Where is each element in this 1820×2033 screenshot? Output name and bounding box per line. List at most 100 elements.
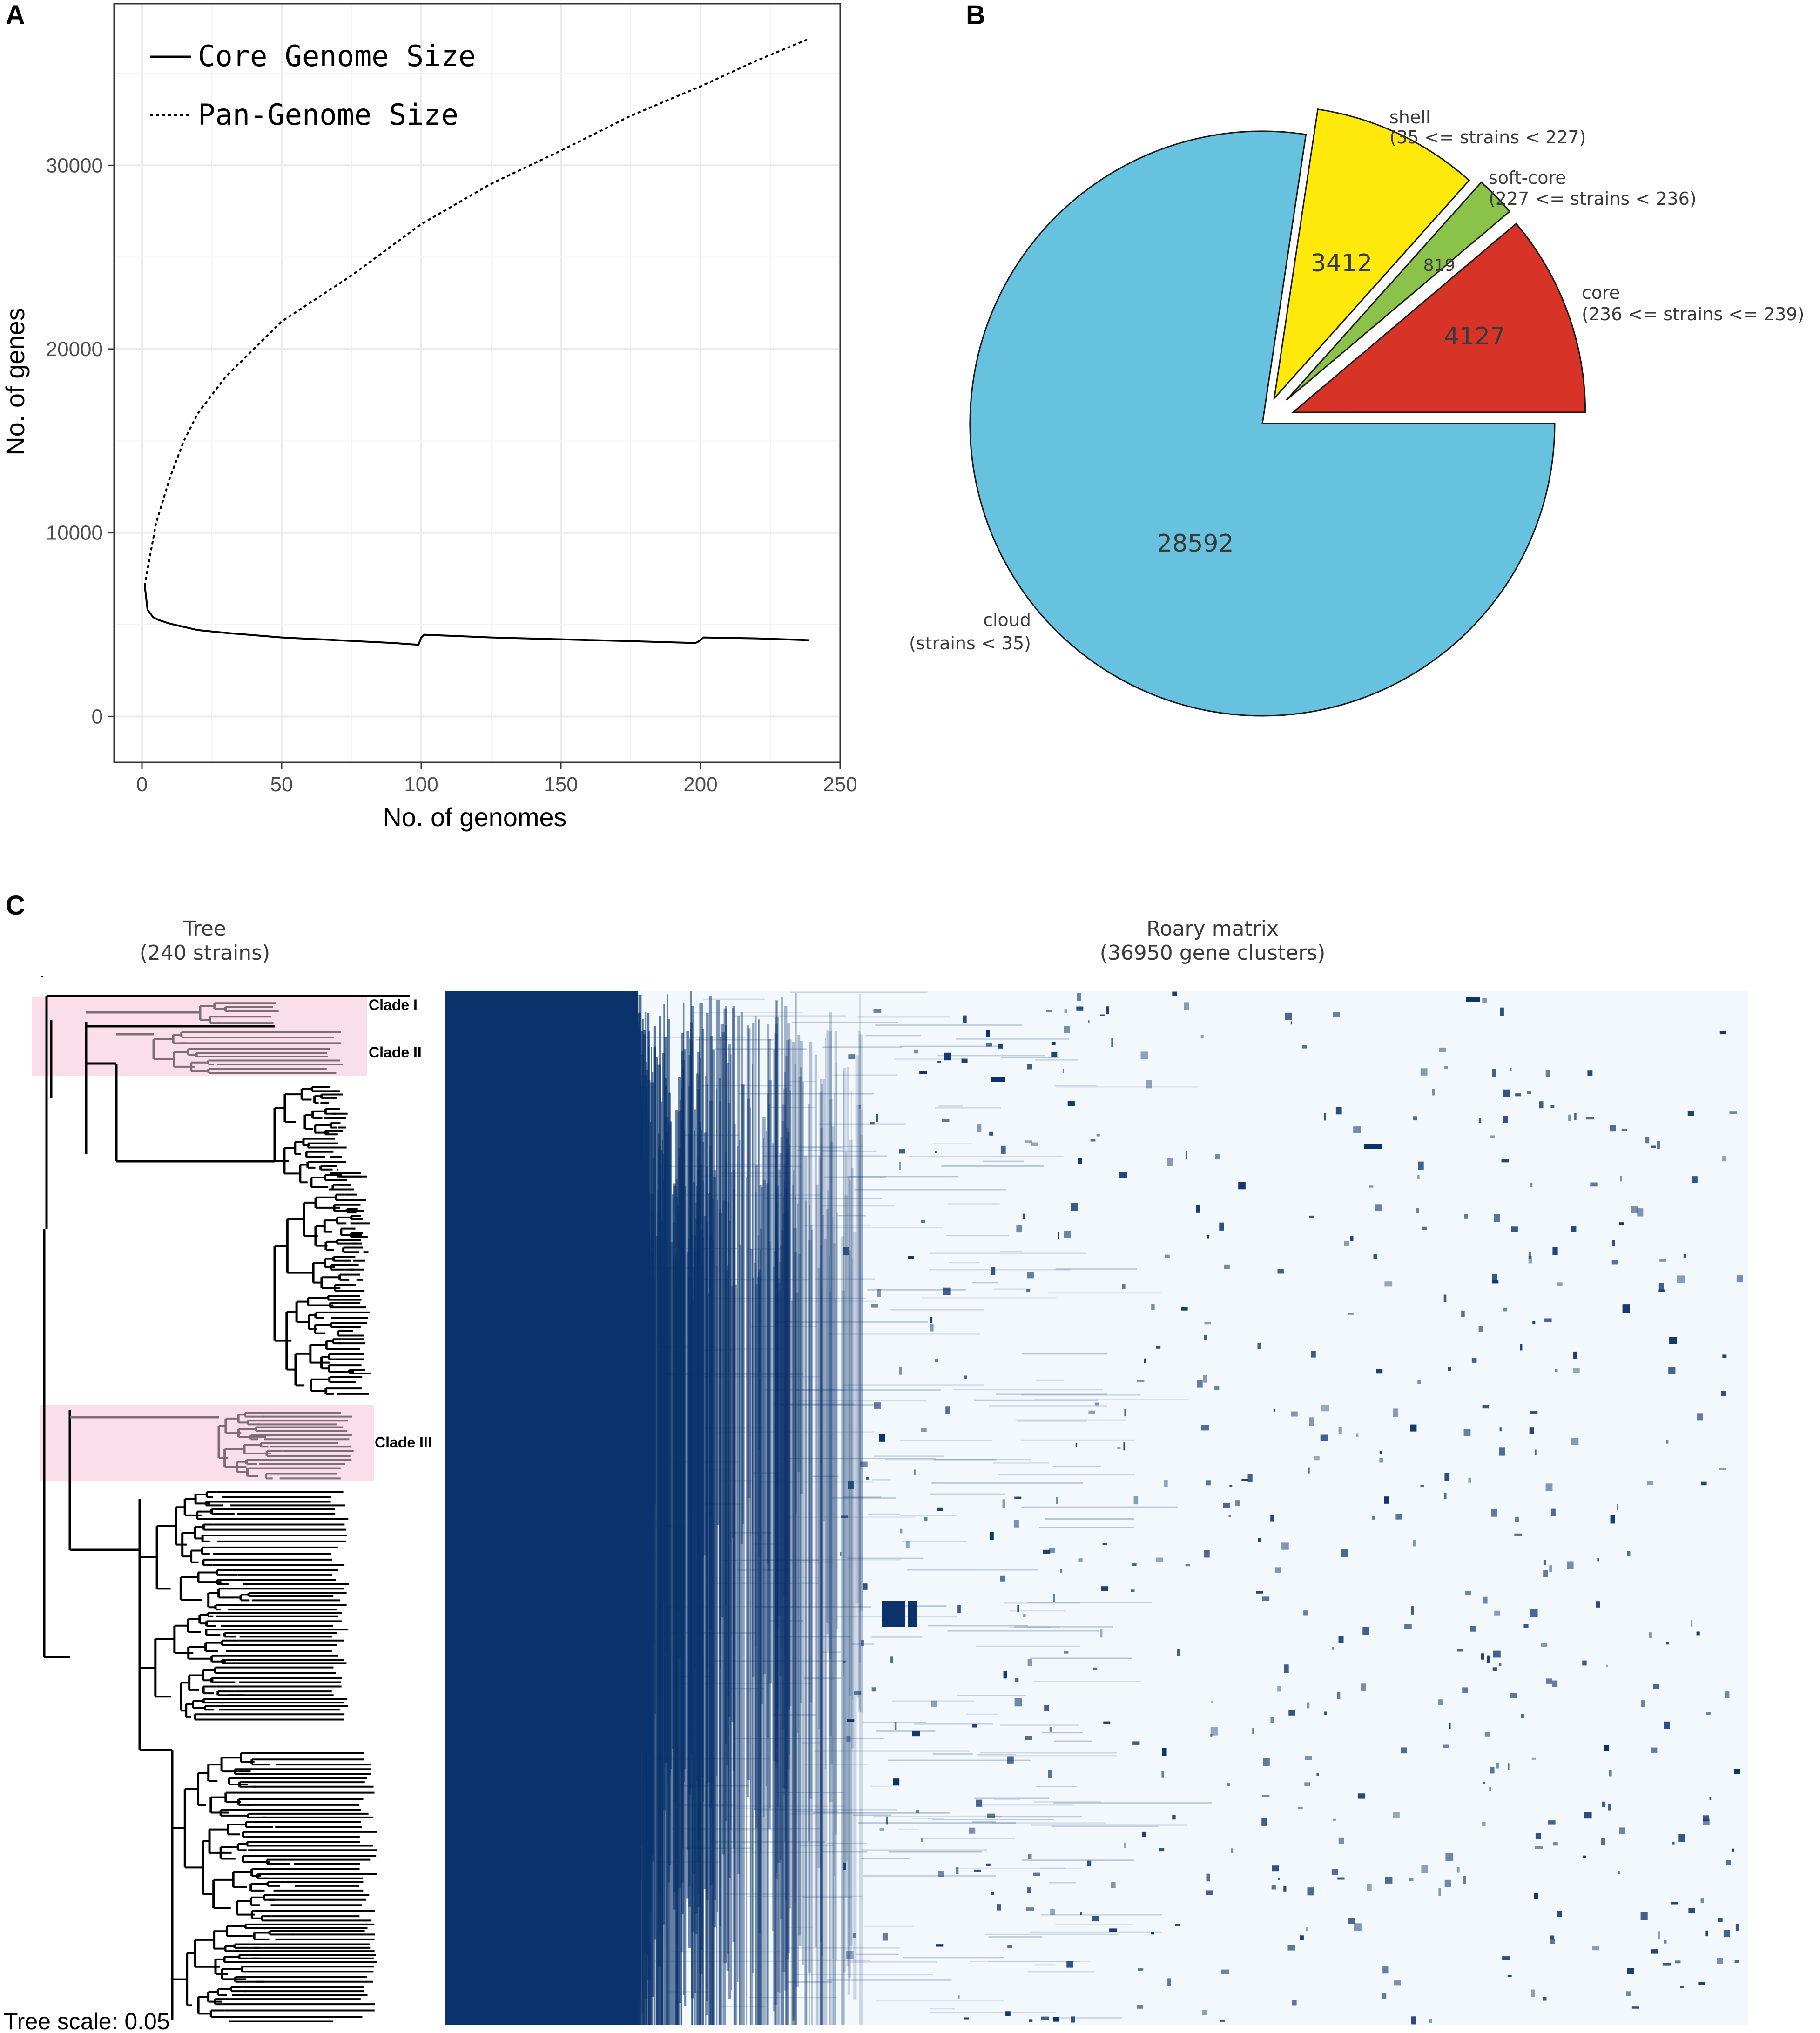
matrix-cell [1348,1918,1355,1924]
matrix-row-streak [787,1081,816,1083]
matrix-cell [876,1114,878,1122]
matrix-cell [1432,1089,1435,1096]
matrix-cell [1501,1159,1509,1163]
matrix-cell [1659,1259,1666,1262]
matrix-cell [905,1541,910,1549]
matrix-cell [1608,1804,1611,1811]
matrix-cell [894,1722,897,1730]
matrix-stripe [663,1004,665,2025]
matrix-row-streak [929,1252,1086,1254]
matrix-cell [1487,1655,1490,1663]
matrix-cell [1619,1827,1625,1834]
matrix-stripe [851,1090,852,1954]
matrix-cell [866,1477,869,1480]
matrix-cell [1499,1447,1505,1456]
matrix-row-streak [768,1620,803,1622]
matrix-cell [843,1661,846,1663]
matrix-row-streak [1004,1602,1080,1604]
matrix-stripe [773,1049,776,1761]
matrix-cell [1229,1485,1233,1487]
matrix-stripe [660,1221,663,2025]
matrix-stripe [797,1035,801,1472]
matrix-cell [1622,1304,1630,1313]
matrix-cell [1278,1877,1280,1880]
matrix-cell [1354,1923,1362,1931]
matrix-cell [1050,1908,1055,1915]
matrix-row-streak [694,1805,845,1807]
matrix-cell [1584,1812,1592,1819]
matrix-cell [1161,1771,1165,1778]
matrix-stripe [694,1131,695,1666]
matrix-cell [1320,1434,1328,1441]
matrix-row-streak [781,1516,916,1518]
matrix-row-streak [907,1569,1038,1571]
matrix-row-streak [1021,1394,1141,1396]
matrix-row-streak [717,1431,874,1433]
matrix-row-streak [1031,1824,1188,1826]
tree-scale-label: Tree scale: 0.05 [4,2008,170,2033]
matrix-cell [1534,1893,1538,1899]
matrix-stripe [747,1028,751,1498]
matrix-stripe [734,1284,737,2025]
matrix-cluster-block [991,1077,1005,1082]
matrix-stripe [825,1038,826,1770]
matrix-cell [1627,1551,1631,1556]
matrix-cell [1457,1649,1463,1652]
matrix-stripe [823,1079,825,1521]
matrix-cells [638,991,1743,2025]
matrix-cell [1077,993,1081,1001]
matrix-row-streak [775,1321,928,1323]
matrix-cell [958,1995,960,1999]
matrix-cell [1484,1732,1490,1737]
matrix-cell [1503,1307,1507,1312]
matrix-cell [1664,1721,1670,1729]
matrix-stripe [752,1023,755,1677]
matrix-row-streak [996,1393,1107,1395]
matrix-row-streak [710,1298,867,1299]
matrix-cell [1449,1723,1451,1729]
legend-core-label: Core Genome Size [198,39,476,73]
pie-label-shell: shell [1389,107,1430,128]
matrix-cell [921,1428,927,1432]
matrix-cell [1156,1557,1163,1562]
matrix-cell [1482,998,1487,1003]
matrix-cell [899,1149,905,1154]
matrix-stripe [781,1229,784,2025]
matrix-row-streak [948,1203,1000,1205]
matrix-cell [1027,1064,1032,1070]
matrix-row-streak [712,1577,819,1579]
matrix-row-streak [843,1496,882,1498]
matrix-cell [1164,1254,1170,1258]
matrix-cell [1621,1129,1627,1131]
matrix-stripe [722,1200,726,2025]
matrix-row-streak [1035,1964,1056,1966]
matrix-stripe [772,1143,774,1931]
matrix-cell [1252,1728,1254,1734]
matrix-cell [1444,1473,1450,1481]
matrix-cell [1735,1924,1739,1931]
matrix-stripe [707,1293,710,1783]
matrix-row-streak [865,1035,921,1037]
matrix-cell [985,1043,992,1047]
matrix-row-streak [812,1475,839,1477]
matrix-cell [1557,1282,1563,1286]
matrix-cell [1515,1093,1521,1097]
pie-sublabel-softcore: (227 <= strains < 236) [1489,188,1697,209]
matrix-stripe [804,1156,808,2025]
matrix-cell [1058,1232,1059,1239]
matrix-row-streak [781,1404,879,1406]
matrix-stripe [686,1031,689,1899]
matrix-cell [991,1892,994,1895]
matrix-stripe [836,1212,838,1630]
matrix-cell [1049,1548,1055,1553]
matrix-cell [1151,1304,1155,1310]
matrix-stripe [783,1164,785,1796]
x-tick-label: 50 [270,773,293,796]
x-tick-label: 150 [544,773,578,796]
matrix-stripe [774,1033,778,2005]
matrix-row-streak [747,1248,790,1250]
matrix-stripe [826,1208,829,1623]
matrix-cell [1262,1795,1270,1797]
matrix-cell [1539,1101,1544,1109]
matrix-cell [997,1904,1001,1911]
